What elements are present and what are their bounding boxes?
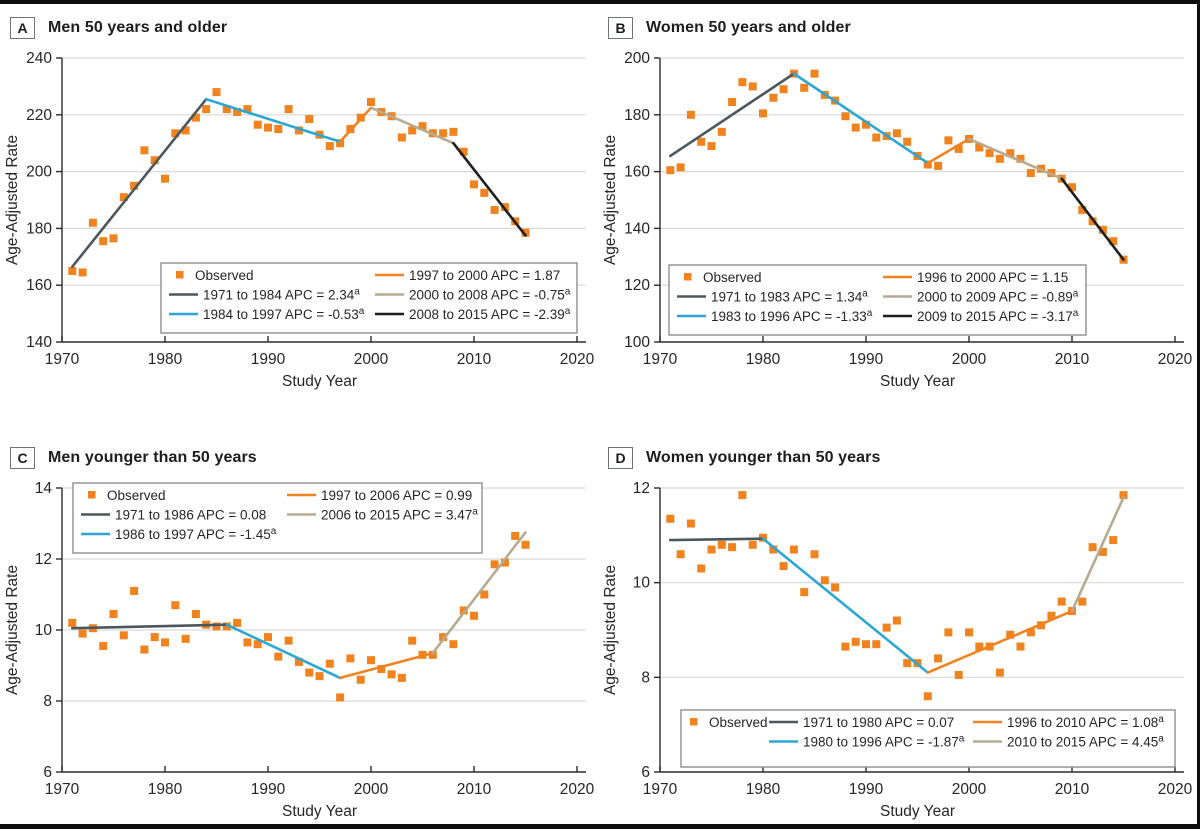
svg-text:Age-Adjusted Rate: Age-Adjusted Rate xyxy=(4,135,21,265)
svg-text:160: 160 xyxy=(26,277,52,294)
svg-text:1984 to 1997 APC = -0.53a: 1984 to 1997 APC = -0.53a xyxy=(203,306,365,322)
svg-text:100: 100 xyxy=(624,334,650,351)
svg-text:Age-Adjusted Rate: Age-Adjusted Rate xyxy=(4,565,21,695)
svg-text:2000 to 2008 APC = -0.75a: 2000 to 2008 APC = -0.75a xyxy=(409,287,571,303)
svg-text:1971 to 1984 APC = 2.34a: 1971 to 1984 APC = 2.34a xyxy=(203,287,360,303)
panel-a: A Men 50 years and older 140 160 180 200 220… xyxy=(0,4,598,416)
svg-text:1997 to 2006 APC = 0.99: 1997 to 2006 APC = 0.99 xyxy=(321,488,472,503)
svg-text:2000 to 2009 APC = -0.89a: 2000 to 2009 APC = -0.89a xyxy=(917,289,1079,305)
svg-text:Age-Adjusted Rate: Age-Adjusted Rate xyxy=(602,135,619,265)
panel-b-letter-badge: B xyxy=(608,17,633,39)
svg-text:2020: 2020 xyxy=(1158,781,1193,798)
svg-text:2006 to 2015 APC = 3.47a: 2006 to 2015 APC = 3.47a xyxy=(321,507,478,523)
svg-text:Observed: Observed xyxy=(703,270,762,285)
svg-text:1996 to 2000 APC = 1.15: 1996 to 2000 APC = 1.15 xyxy=(917,270,1068,285)
panel-d-plot: 6 8 10 12 1970 1980 1990 2000 2010 2020 Study Year… xyxy=(598,474,1194,824)
panel-d-title: Women younger than 50 years xyxy=(646,449,881,466)
svg-text:140: 140 xyxy=(26,334,52,351)
svg-text:6: 6 xyxy=(641,764,650,781)
svg-text:14: 14 xyxy=(35,480,53,497)
panel-b-plot: 100 120 140 160 180 200 1970 1980 1990 2000 2010 20… xyxy=(598,44,1194,416)
svg-text:180: 180 xyxy=(26,220,52,237)
svg-text:2009 to 2015 APC = -3.17a: 2009 to 2015 APC = -3.17a xyxy=(917,308,1079,324)
svg-text:2020: 2020 xyxy=(560,781,595,798)
svg-text:2000: 2000 xyxy=(354,781,389,798)
svg-text:1980: 1980 xyxy=(148,351,183,368)
svg-text:1971 to 1980 APC = 0.07: 1971 to 1980 APC = 0.07 xyxy=(803,715,954,730)
svg-text:1970: 1970 xyxy=(45,781,80,798)
svg-text:2020: 2020 xyxy=(1158,351,1193,368)
svg-text:8: 8 xyxy=(43,693,52,710)
panel-c-header: C Men younger than 50 years xyxy=(0,442,598,474)
panel-c: C Men younger than 50 years 6 8 10 12 14 1970… xyxy=(0,416,598,824)
svg-text:12: 12 xyxy=(35,551,52,568)
svg-text:Study Year: Study Year xyxy=(282,803,357,820)
svg-text:6: 6 xyxy=(43,764,52,781)
panel-a-title: Men 50 years and older xyxy=(48,19,228,36)
svg-text:1980: 1980 xyxy=(746,781,781,798)
panel-a-header: A Men 50 years and older xyxy=(0,12,598,44)
svg-text:200: 200 xyxy=(624,50,650,67)
svg-text:2010 to 2015 APC = 4.45a: 2010 to 2015 APC = 4.45a xyxy=(1007,734,1164,750)
svg-text:1971 to 1983 APC = 1.34a: 1971 to 1983 APC = 1.34a xyxy=(711,289,868,305)
svg-text:140: 140 xyxy=(624,220,650,237)
panel-d: D Women younger than 50 years 6 8 10 12 1970… xyxy=(598,416,1194,824)
svg-text:1971 to 1986 APC = 0.08: 1971 to 1986 APC = 0.08 xyxy=(115,508,266,523)
svg-text:1990: 1990 xyxy=(849,351,884,368)
panel-c-title: Men younger than 50 years xyxy=(48,449,257,466)
svg-text:Observed: Observed xyxy=(107,488,166,503)
panel-a-plot: 140 160 180 200 220 240 1970 1980 1990 2000 2010 20… xyxy=(0,44,596,416)
svg-text:1986 to 1997 APC = -1.45a: 1986 to 1997 APC = -1.45a xyxy=(115,526,277,542)
svg-text:2000: 2000 xyxy=(354,351,389,368)
panel-b-title: Women 50 years and older xyxy=(646,19,851,36)
svg-text:2000: 2000 xyxy=(952,781,987,798)
panel-c-letter-badge: C xyxy=(10,447,35,469)
svg-text:2008 to 2015 APC = -2.39a: 2008 to 2015 APC = -2.39a xyxy=(409,306,571,322)
panel-d-header: D Women younger than 50 years xyxy=(598,442,1194,474)
svg-text:2000: 2000 xyxy=(952,351,987,368)
svg-text:1990: 1990 xyxy=(251,351,286,368)
svg-text:1990: 1990 xyxy=(849,781,884,798)
svg-text:200: 200 xyxy=(26,164,52,181)
svg-text:Study Year: Study Year xyxy=(282,373,357,390)
panel-a-letter-badge: A xyxy=(10,17,35,39)
svg-text:1970: 1970 xyxy=(643,781,678,798)
svg-text:1970: 1970 xyxy=(643,351,678,368)
svg-text:2010: 2010 xyxy=(1055,351,1090,368)
svg-text:Study Year: Study Year xyxy=(880,803,955,820)
svg-text:Observed: Observed xyxy=(709,715,768,730)
svg-text:Observed: Observed xyxy=(195,268,254,283)
panel-b-header: B Women 50 years and older xyxy=(598,12,1194,44)
svg-text:10: 10 xyxy=(633,575,651,592)
svg-text:2010: 2010 xyxy=(1055,781,1090,798)
panel-b: B Women 50 years and older 100 120 140 160 1… xyxy=(598,4,1194,416)
svg-text:12: 12 xyxy=(633,480,650,497)
svg-text:Age-Adjusted Rate: Age-Adjusted Rate xyxy=(602,565,619,695)
svg-text:180: 180 xyxy=(624,107,650,124)
svg-text:2010: 2010 xyxy=(457,781,492,798)
svg-text:2020: 2020 xyxy=(560,351,595,368)
svg-text:1983 to 1996 APC = -1.33a: 1983 to 1996 APC = -1.33a xyxy=(711,308,873,324)
svg-text:Study Year: Study Year xyxy=(880,373,955,390)
svg-text:1980 to 1996 APC = -1.87a: 1980 to 1996 APC = -1.87a xyxy=(803,734,965,750)
panel-d-letter-badge: D xyxy=(608,447,633,469)
svg-text:2010: 2010 xyxy=(457,351,492,368)
svg-text:1980: 1980 xyxy=(148,781,183,798)
svg-text:1980: 1980 xyxy=(746,351,781,368)
panel-c-plot: 6 8 10 12 14 1970 1980 1990 2000 2010 2020 Study Ye… xyxy=(0,474,596,824)
svg-text:1990: 1990 xyxy=(251,781,286,798)
svg-text:1997 to 2000 APC = 1.87: 1997 to 2000 APC = 1.87 xyxy=(409,268,560,283)
svg-text:8: 8 xyxy=(641,669,650,686)
svg-text:220: 220 xyxy=(26,107,52,124)
svg-text:10: 10 xyxy=(35,622,53,639)
svg-text:1996 to 2010 APC = 1.08a: 1996 to 2010 APC = 1.08a xyxy=(1007,714,1164,730)
svg-text:1970: 1970 xyxy=(45,351,80,368)
svg-text:240: 240 xyxy=(26,50,52,67)
svg-text:160: 160 xyxy=(624,164,650,181)
svg-text:120: 120 xyxy=(624,277,650,294)
